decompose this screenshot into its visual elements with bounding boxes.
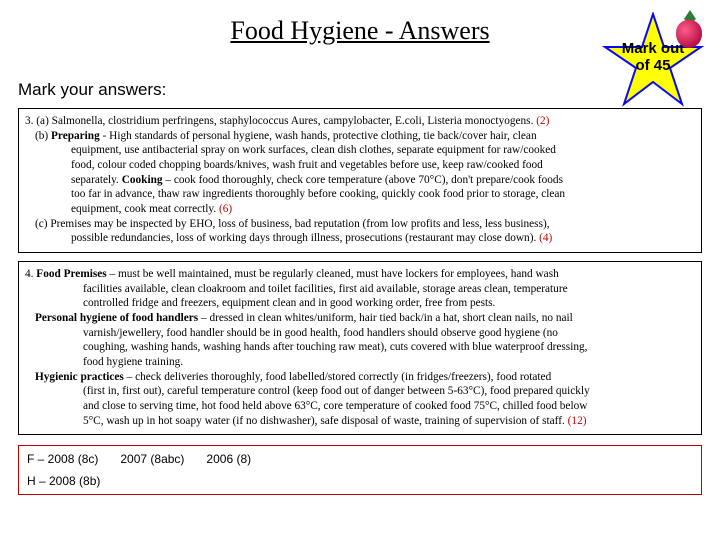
q4-t6: coughing, washing hands, washing hands a… — [25, 340, 695, 355]
q3b-t2: equipment, use antibacterial spray on wo… — [25, 143, 695, 158]
star-line2: of 45 — [635, 57, 670, 74]
q4-h3: Hygienic practices — [35, 371, 124, 383]
footer-c3: 2006 (8) — [206, 452, 251, 466]
q3c-t2: possible redundancies, loss of working d… — [71, 232, 539, 244]
q3c-t1: (c) Premises may be inspected by EHO, lo… — [25, 217, 695, 232]
star-badge: Mark out of 45 — [598, 12, 708, 112]
q4-t10: and close to serving time, hot food held… — [25, 399, 695, 414]
q3b-t3: food, colour coded chopping boards/knive… — [25, 158, 695, 173]
q3b-prefix: (b) — [35, 130, 51, 142]
header: Food Hygiene - Answers Mark your answers… — [18, 10, 702, 100]
answer-box-4: 4. Food Premises – must be well maintain… — [18, 261, 702, 435]
q4-t3: controlled fridge and freezers, equipmen… — [25, 296, 695, 311]
footer-row1: F – 2008 (8c) 2007 (8abc) 2006 (8) — [27, 452, 693, 466]
q4-t11: 5°C, wash up in hot soapy water (if no d… — [83, 415, 568, 427]
q4-t9: (first in, first out), careful temperatu… — [25, 384, 695, 399]
q4-t4: – dressed in clean whites/uniform, hair … — [198, 312, 573, 324]
footer-c1: F – 2008 (8c) — [27, 452, 98, 466]
subtitle: Mark your answers: — [18, 80, 166, 100]
q4-t2: facilities available, clean cloakroom an… — [25, 282, 695, 297]
q4-t1: – must be well maintained, must be regul… — [107, 268, 559, 280]
q3b-t7: equipment, cook meat correctly. — [71, 203, 219, 215]
q4-h2: Personal hygiene of food handlers — [35, 312, 198, 324]
q3b-t1: - High standards of personal hygiene, wa… — [100, 130, 537, 142]
q4-num: 4. — [25, 268, 36, 280]
q3b-heading2: Cooking — [122, 174, 163, 186]
footer-box: F – 2008 (8c) 2007 (8abc) 2006 (8) H – 2… — [18, 445, 702, 495]
q3b-mark: (6) — [219, 203, 232, 215]
q3b-t5: – cook food thoroughly, check core tempe… — [163, 174, 563, 186]
q3a-mark: (2) — [536, 115, 549, 127]
q3b-t4: separately. — [71, 174, 122, 186]
footer-r2: H – 2008 (8b) — [27, 474, 693, 488]
q4-t7: food hygiene training. — [25, 355, 695, 370]
q3b-t6: too far in advance, thaw raw ingredients… — [25, 187, 695, 202]
q4-mark: (12) — [568, 415, 587, 427]
answer-box-3: 3. (a) Salmonella, clostridium perfringe… — [18, 108, 702, 253]
q3a-text: 3. (a) Salmonella, clostridium perfringe… — [25, 115, 536, 127]
q3b-heading1: Preparing — [51, 130, 100, 142]
q3c-mark: (4) — [539, 232, 552, 244]
footer-c2: 2007 (8abc) — [120, 452, 184, 466]
raspberry-icon — [672, 10, 706, 50]
q4-t5: varnish/jewellery, food handler should b… — [25, 326, 695, 341]
q4-h1: Food Premises — [36, 268, 106, 280]
q4-t8: – check deliveries thoroughly, food labe… — [124, 371, 551, 383]
